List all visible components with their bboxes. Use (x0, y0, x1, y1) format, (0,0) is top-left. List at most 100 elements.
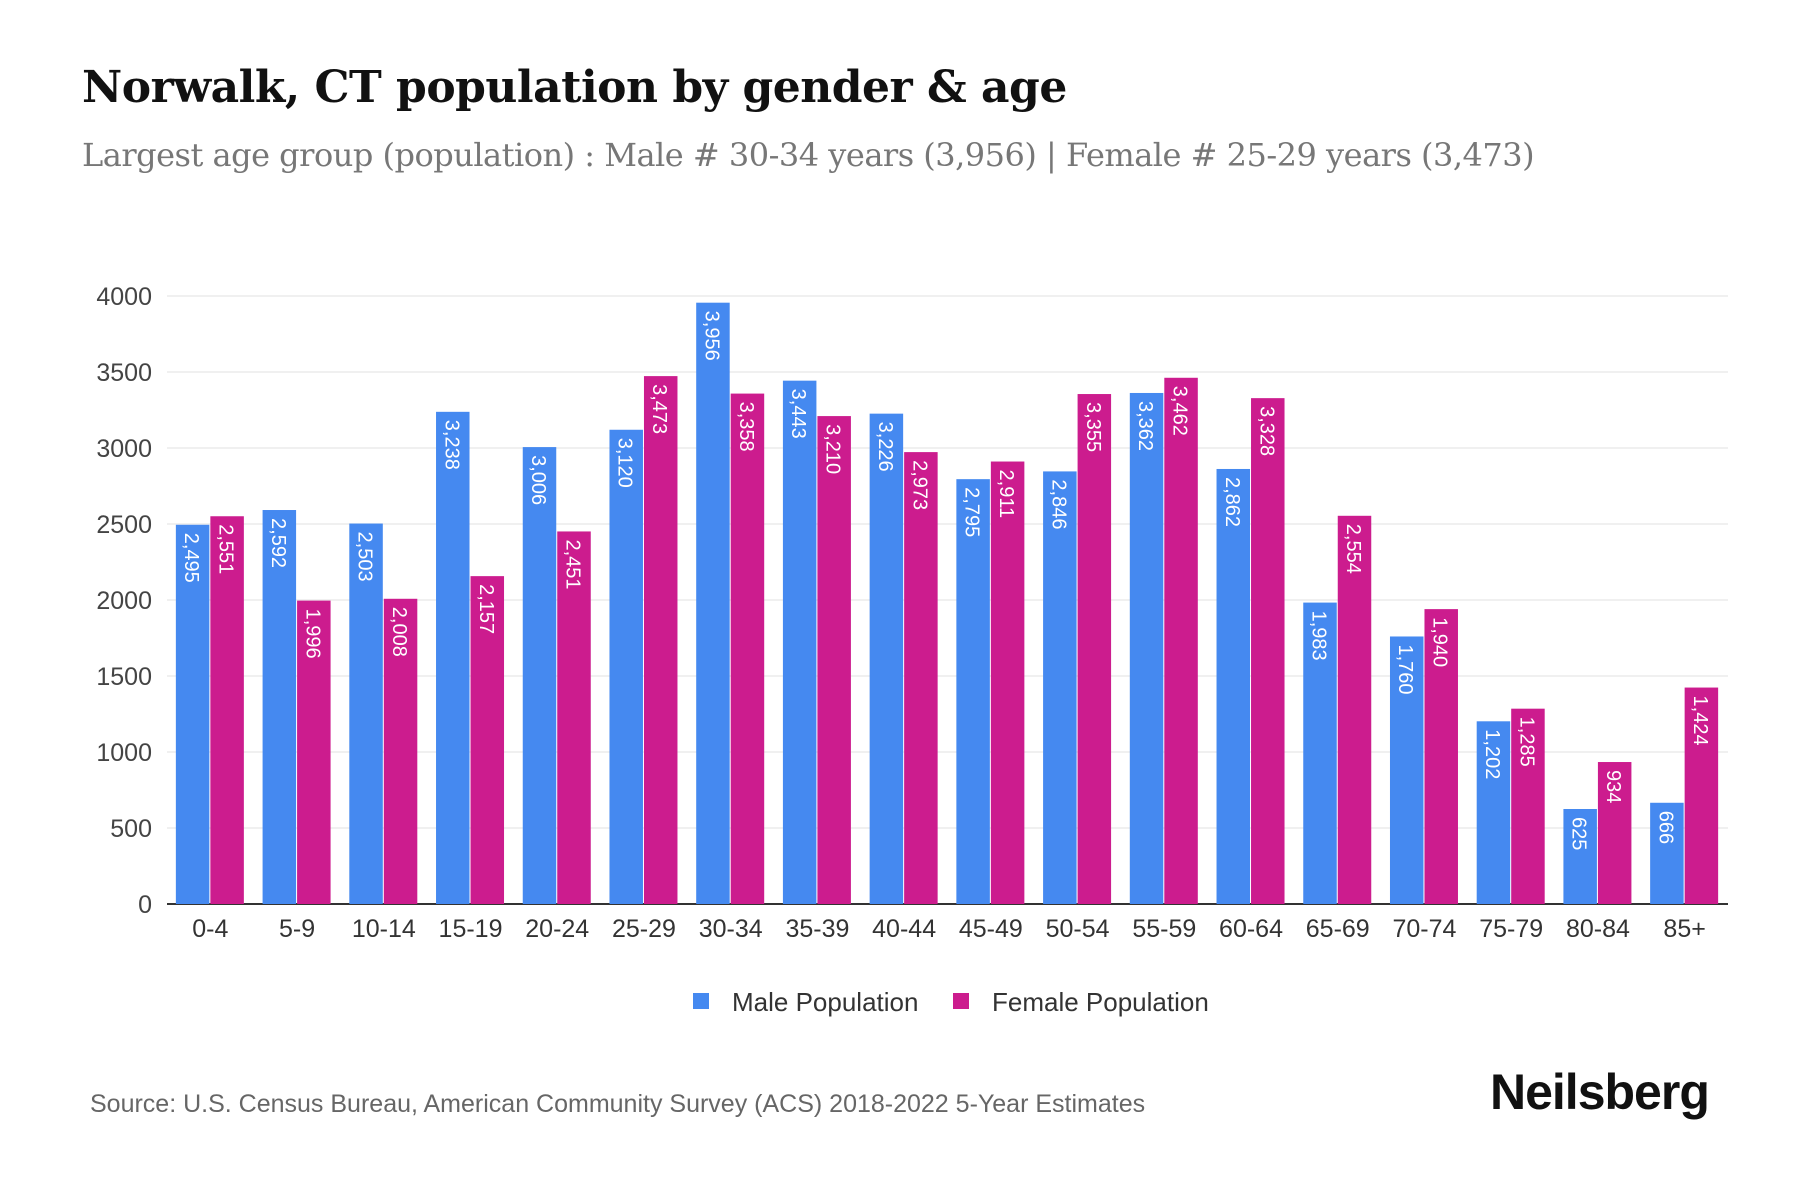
data-label: 1,996 (301, 609, 323, 659)
data-label: 2,795 (961, 487, 983, 537)
female-bar (730, 393, 765, 904)
male-bar (522, 447, 557, 904)
y-tick-label: 0 (138, 891, 152, 919)
male-bar (349, 523, 383, 904)
data-label: 2,592 (267, 518, 289, 568)
y-tick-label: 1500 (96, 663, 152, 691)
male-bar (1303, 602, 1337, 904)
bar-chart: 2,495 2,551 2,592 1,996 2,503 2,008 3,238 2,157… (96, 283, 1728, 1017)
data-label: 3,238 (440, 420, 462, 470)
data-label: 2,973 (908, 460, 930, 510)
x-tick-label: 0-4 (192, 915, 228, 943)
female-bar (643, 376, 678, 904)
x-tick-label: 85+ (1663, 915, 1705, 943)
male-bar (1216, 468, 1251, 904)
legend: Male Population Female Population (693, 987, 1209, 1017)
data-label: 2,846 (1047, 479, 1069, 529)
data-label: 2,008 (388, 607, 410, 657)
y-tick-label: 2000 (96, 587, 152, 615)
data-label: 3,006 (527, 455, 549, 505)
female-bar (990, 461, 1025, 904)
data-label: 3,443 (787, 389, 809, 439)
female-bar (210, 516, 244, 904)
y-axis-ticks: 0 500 1000 1500 2000 2500 3000 3500 4000 (96, 283, 152, 919)
data-label: 2,503 (354, 532, 376, 582)
male-bar (696, 302, 730, 904)
x-tick-label: 15-19 (439, 915, 503, 943)
x-tick-label: 40-44 (872, 915, 936, 943)
male-bar (1389, 636, 1424, 904)
data-label: 934 (1602, 770, 1624, 803)
y-tick-label: 500 (110, 815, 152, 843)
male-bar (175, 524, 210, 904)
data-label: 2,157 (475, 584, 497, 634)
male-bar (436, 411, 470, 904)
legend-label: Female Population (992, 987, 1209, 1017)
x-tick-label: 25-29 (612, 915, 676, 943)
data-label: 3,328 (1255, 406, 1277, 456)
y-tick-label: 3500 (96, 359, 152, 387)
x-tick-label: 30-34 (699, 915, 763, 943)
x-tick-label: 55-59 (1132, 915, 1196, 943)
x-tick-label: 10-14 (352, 915, 416, 943)
female-bar (1164, 377, 1198, 904)
x-axis-ticks: 0-4 5-9 10-14 15-19 20-24 25-29 30-34 35-39 40-4… (192, 915, 1706, 943)
data-label: 3,120 (614, 438, 636, 488)
x-tick-label: 70-74 (1392, 915, 1456, 943)
legend-label: Male Population (732, 987, 918, 1017)
data-label: 2,551 (215, 524, 237, 574)
data-label: 3,358 (735, 402, 757, 452)
female-bar (1424, 609, 1458, 904)
x-tick-label: 20-24 (525, 915, 589, 943)
y-tick-label: 3000 (96, 435, 152, 463)
male-bar (782, 380, 817, 904)
male-bar (1563, 809, 1597, 904)
male-bar (609, 429, 643, 904)
female-bar (1684, 687, 1719, 904)
female-bar (297, 600, 331, 904)
x-tick-label: 65-69 (1306, 915, 1370, 943)
data-label: 666 (1654, 811, 1676, 844)
data-label: 1,285 (1515, 717, 1537, 767)
x-tick-label: 5-9 (279, 915, 315, 943)
gridlines (167, 295, 1728, 905)
female-bar (1597, 762, 1632, 904)
legend-swatch (953, 993, 969, 1009)
male-bar (262, 510, 297, 904)
neilsberg-logo: Neilsberg (1490, 1064, 1710, 1120)
female-bar (1077, 394, 1112, 904)
source-note: Source: U.S. Census Bureau, American Com… (90, 1090, 1146, 1118)
male-bar (869, 413, 904, 904)
chart-subtitle: Largest age group (population) : Male # … (82, 136, 1535, 174)
y-tick-label: 1000 (96, 739, 152, 767)
data-label: 3,362 (1134, 401, 1156, 451)
female-bar (1511, 708, 1545, 904)
y-tick-label: 2500 (96, 511, 152, 539)
female-bar (470, 576, 505, 904)
data-label: 1,424 (1689, 696, 1711, 746)
data-label: 2,554 (1342, 524, 1364, 574)
male-bar (956, 479, 990, 904)
female-bar (817, 416, 851, 904)
y-tick-label: 4000 (96, 283, 152, 311)
data-label: 2,451 (562, 539, 584, 589)
data-label: 3,355 (1082, 402, 1104, 452)
data-label: 3,210 (822, 424, 844, 474)
data-label: 2,862 (1221, 477, 1243, 527)
x-tick-label: 35-39 (785, 915, 849, 943)
data-label: 1,983 (1308, 611, 1330, 661)
x-tick-label: 80-84 (1566, 915, 1630, 943)
data-label: 3,462 (1169, 386, 1191, 436)
data-label: 3,473 (648, 384, 670, 434)
data-label: 625 (1568, 817, 1590, 850)
data-label: 1,940 (1429, 617, 1451, 667)
x-tick-label: 75-79 (1479, 915, 1543, 943)
female-bar (557, 531, 591, 904)
male-bar (1650, 802, 1684, 904)
male-bar (1129, 392, 1164, 904)
legend-swatch (693, 993, 709, 1009)
chart-title: Norwalk, CT population by gender & age (82, 62, 1067, 113)
male-bar (1043, 471, 1077, 904)
male-bar (1476, 721, 1511, 904)
x-tick-label: 45-49 (959, 915, 1023, 943)
